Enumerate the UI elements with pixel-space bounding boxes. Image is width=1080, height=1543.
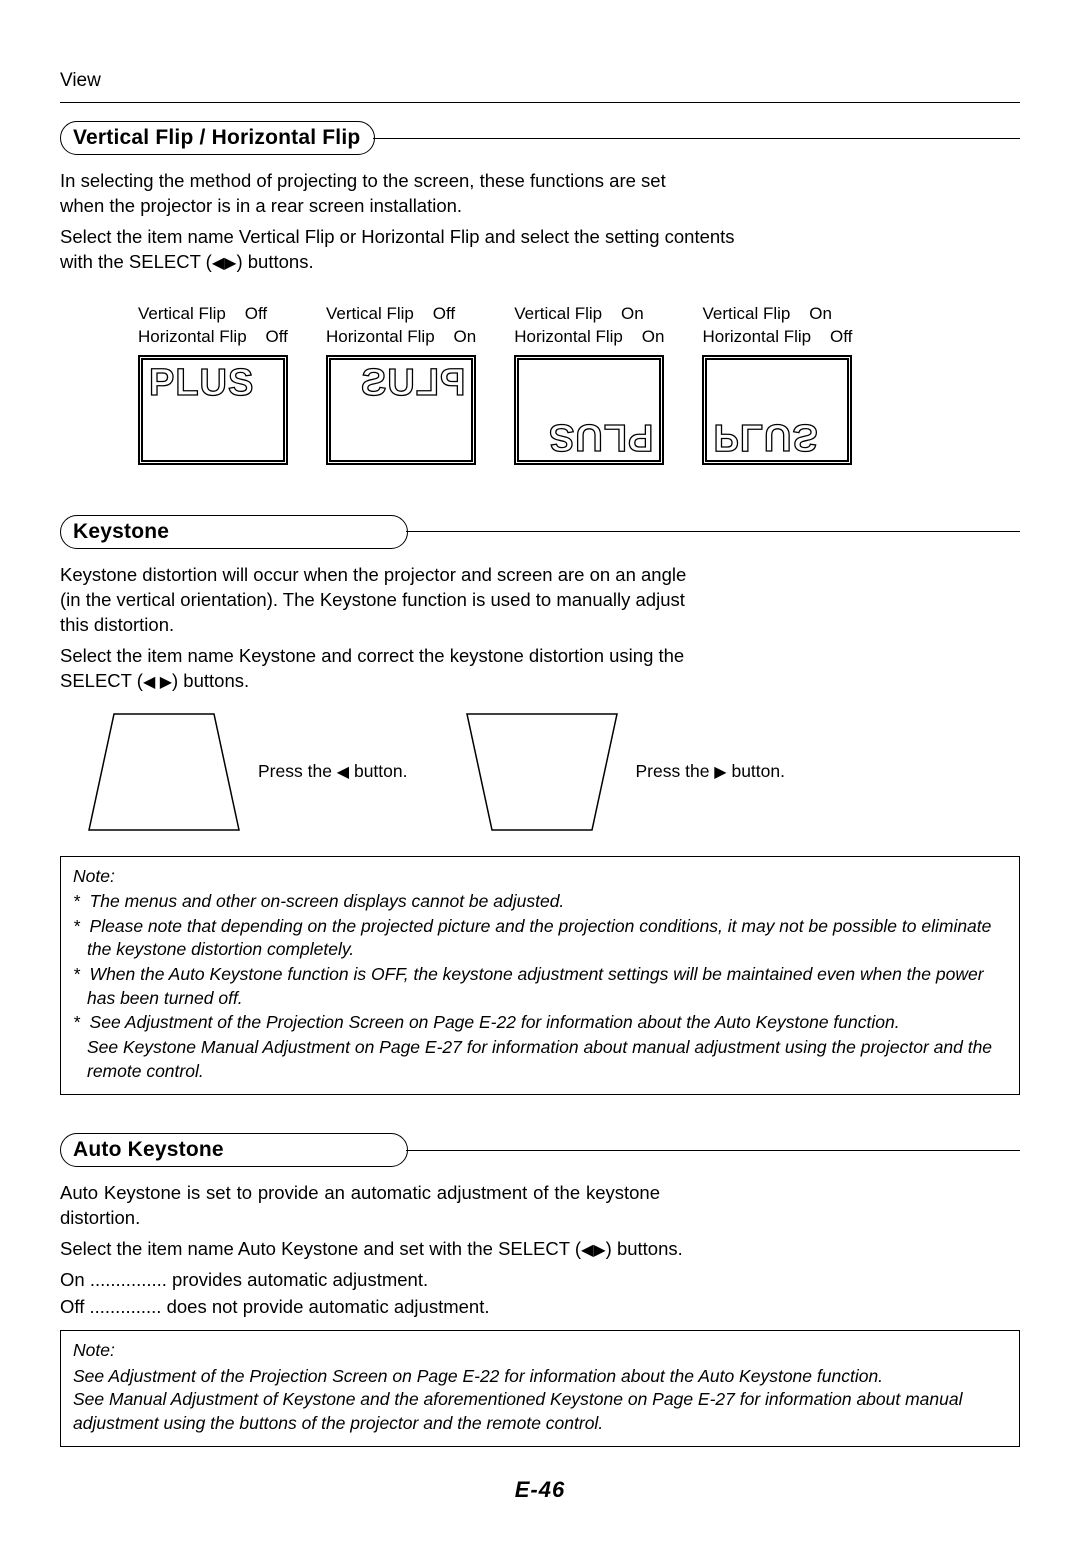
select-arrows-icon-3: ◀▶ [581, 1242, 606, 1259]
flip-examples-row: Vertical Flip OffHorizontal Flip Off PLU… [138, 303, 1020, 465]
auto-keystone-instruction-text: Select the item name Auto Keystone and s… [60, 1237, 1020, 1262]
select-arrows-icon: ◀▶ [212, 255, 237, 272]
plus-word-4: PLUS [713, 418, 818, 456]
auto-keystone-note-line-2: See Manual Adjustment of Keystone and th… [73, 1388, 1007, 1435]
right-arrow-icon: ▶ [714, 764, 726, 781]
trapezoid-wider-top-icon [462, 708, 622, 836]
page: View Vertical Flip / Horizontal Flip In … [0, 0, 1080, 1543]
keystone-right-label: Press the ▶ button. [636, 761, 786, 782]
plus-word-3: PLUS [548, 418, 653, 456]
flip-example-2: Vertical Flip OffHorizontal Flip On PLUS [326, 303, 476, 465]
keystone-note-item: See Keystone Manual Adjustment on Page E… [73, 1036, 1007, 1083]
flip-instr-b: ) buttons. [236, 251, 313, 272]
plus-word-1: PLUS [149, 364, 254, 402]
plus-word-2: PLUS [360, 364, 465, 402]
flip-label-4: Vertical Flip OnHorizontal Flip Off [702, 303, 852, 349]
section-title-auto-keystone: Auto Keystone [60, 1133, 408, 1167]
auto-keystone-instr-a: Select the item name Auto Keystone and s… [60, 1238, 581, 1259]
select-arrows-icon-2: ◀ ▶ [143, 674, 172, 691]
header-rule [60, 102, 1020, 103]
auto-keystone-on-line: On ............... provides automatic ad… [60, 1268, 1020, 1293]
page-number: E-46 [60, 1477, 1020, 1503]
keystone-instruction-text: Select the item name Keystone and correc… [60, 644, 760, 694]
keystone-note-item: * When the Auto Keystone function is OFF… [73, 963, 1007, 1010]
section-title-keystone: Keystone [60, 515, 408, 549]
section-heading-keystone: Keystone [60, 515, 1020, 549]
left-arrow-icon: ◀ [337, 764, 349, 781]
keystone-note-item: * Please note that depending on the proj… [73, 915, 1007, 962]
keystone-left-diagram: Press the ◀ button. [84, 708, 408, 836]
auto-keystone-off-line: Off .............. does not provide auto… [60, 1295, 1020, 1320]
keystone-intro-text: Keystone distortion will occur when the … [60, 563, 700, 638]
flip-example-1: Vertical Flip OffHorizontal Flip Off PLU… [138, 303, 288, 465]
section-title-flip: Vertical Flip / Horizontal Flip [60, 121, 375, 155]
keystone-instr-b: ) buttons. [172, 670, 249, 691]
flip-example-4: Vertical Flip OnHorizontal Flip Off PLUS [702, 303, 852, 465]
section-rule-2 [406, 531, 1020, 532]
auto-keystone-note-line-1: See Adjustment of the Projection Screen … [73, 1365, 1007, 1389]
auto-keystone-note-box: Note: See Adjustment of the Projection S… [60, 1330, 1020, 1447]
auto-keystone-intro-text: Auto Keystone is set to provide an autom… [60, 1181, 660, 1231]
flip-box-2: PLUS [326, 355, 476, 465]
flip-example-3: Vertical Flip OnHorizontal Flip On PLUS [514, 303, 664, 465]
note-title-1: Note: [73, 865, 1007, 889]
flip-box-4: PLUS [702, 355, 852, 465]
keystone-note-item: * See Adjustment of the Projection Scree… [73, 1011, 1007, 1035]
flip-instr-a: Select the item name Vertical Flip or Ho… [60, 226, 735, 272]
keystone-note-list: * The menus and other on-screen displays… [73, 890, 1007, 1083]
section-rule [373, 138, 1020, 139]
flip-box-3: PLUS [514, 355, 664, 465]
auto-keystone-instr-b: ) buttons. [606, 1238, 683, 1259]
keystone-diagrams-row: Press the ◀ button. Press the ▶ button. [84, 708, 1020, 836]
keystone-note-item: * The menus and other on-screen displays… [73, 890, 1007, 914]
flip-label-3: Vertical Flip OnHorizontal Flip On [514, 303, 664, 349]
header-view-label: View [60, 70, 1020, 92]
flip-label-2: Vertical Flip OffHorizontal Flip On [326, 303, 476, 349]
flip-box-1: PLUS [138, 355, 288, 465]
flip-intro-text: In selecting the method of projecting to… [60, 169, 700, 219]
section-heading-flip: Vertical Flip / Horizontal Flip [60, 121, 1020, 155]
keystone-left-label: Press the ◀ button. [258, 761, 408, 782]
keystone-note-box: Note: * The menus and other on-screen di… [60, 856, 1020, 1096]
section-heading-auto-keystone: Auto Keystone [60, 1133, 1020, 1167]
flip-label-1: Vertical Flip OffHorizontal Flip Off [138, 303, 288, 349]
flip-instruction-text: Select the item name Vertical Flip or Ho… [60, 225, 760, 275]
section-rule-3 [406, 1150, 1020, 1151]
keystone-right-diagram: Press the ▶ button. [462, 708, 786, 836]
note-title-2: Note: [73, 1339, 1007, 1363]
trapezoid-wider-bottom-icon [84, 708, 244, 836]
